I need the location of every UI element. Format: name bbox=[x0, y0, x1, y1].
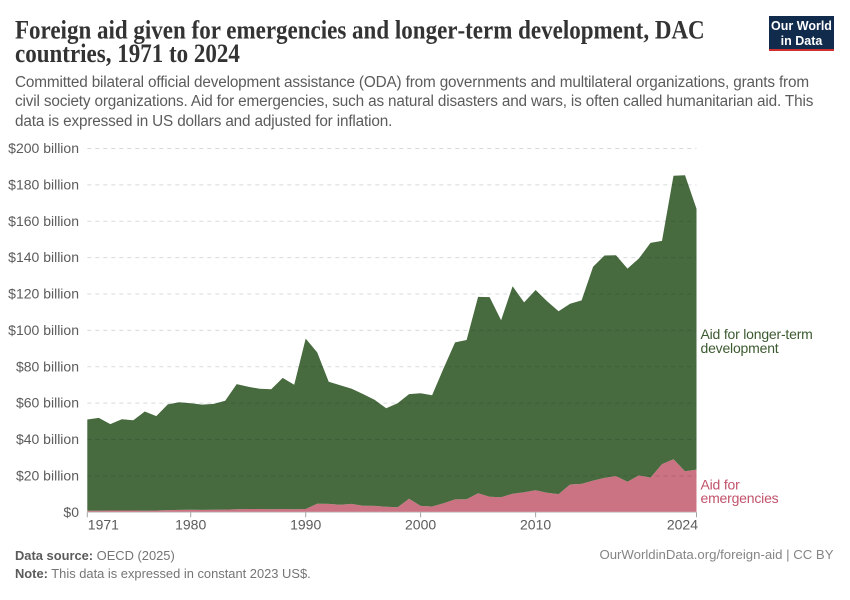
svg-text:1990: 1990 bbox=[290, 517, 321, 533]
svg-text:1980: 1980 bbox=[175, 517, 206, 533]
svg-text:$200 billion: $200 billion bbox=[8, 140, 79, 156]
svg-text:1971: 1971 bbox=[88, 517, 119, 533]
svg-text:emergencies: emergencies bbox=[701, 490, 779, 506]
svg-text:2024: 2024 bbox=[667, 517, 698, 533]
svg-text:development: development bbox=[701, 340, 779, 356]
svg-text:Aid for: Aid for bbox=[701, 476, 741, 492]
svg-text:$80 billion: $80 billion bbox=[16, 358, 79, 374]
svg-text:$60 billion: $60 billion bbox=[16, 395, 79, 411]
svg-text:2000: 2000 bbox=[405, 517, 436, 533]
svg-text:Aid for longer-term: Aid for longer-term bbox=[701, 326, 813, 342]
svg-text:$20 billion: $20 billion bbox=[16, 467, 79, 483]
svg-text:$180 billion: $180 billion bbox=[8, 176, 79, 192]
svg-text:$100 billion: $100 billion bbox=[8, 322, 79, 338]
svg-text:$140 billion: $140 billion bbox=[8, 249, 79, 265]
svg-text:$0: $0 bbox=[63, 504, 79, 520]
svg-text:$120 billion: $120 billion bbox=[8, 286, 79, 302]
svg-text:$160 billion: $160 billion bbox=[8, 213, 79, 229]
svg-text:2010: 2010 bbox=[520, 517, 551, 533]
svg-text:$40 billion: $40 billion bbox=[16, 431, 79, 447]
